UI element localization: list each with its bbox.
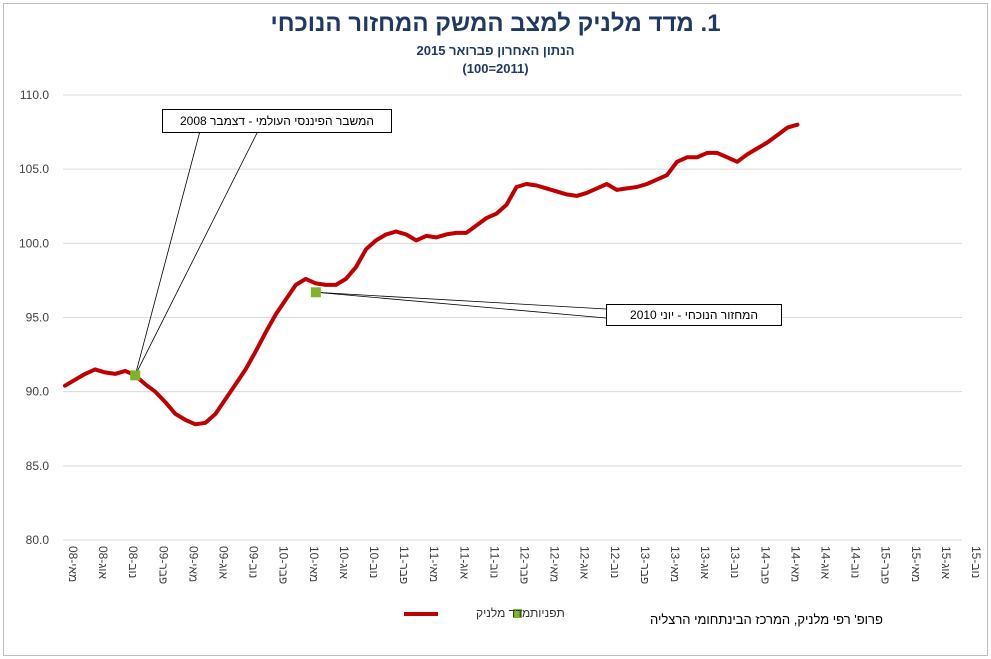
x-tick-label: 14-פבר bbox=[758, 546, 772, 584]
x-tick-label: 10-מאי bbox=[307, 546, 321, 582]
x-tick-label: 09-אוג bbox=[217, 546, 231, 580]
x-tick-label: 14-מאי bbox=[788, 546, 802, 582]
leader-line bbox=[315, 291, 607, 310]
chart-subtitle: הנתון האחרון פברואר 2015 bbox=[416, 43, 575, 58]
x-tick-label: 14-אוג bbox=[819, 546, 833, 580]
legend-swatch-markers bbox=[513, 609, 522, 618]
x-tick-label: 11-אוג bbox=[457, 546, 471, 580]
x-tick-label: 09-מאי bbox=[186, 546, 200, 582]
annotation-crisis: המשבר הפיננסי העולמי - דצמבר 2008 bbox=[162, 109, 392, 133]
x-tick-label: 13-נוב bbox=[728, 546, 742, 578]
leader-line bbox=[134, 130, 259, 376]
chart-title: 1. מדד מלניק למצב המשק המחזור הנוכחי bbox=[270, 10, 721, 37]
x-axis: 08-מאי 08-אוג 08-נוב 09-פבר 09-מאי 09-אוג 09-נ… bbox=[66, 546, 983, 584]
x-tick-label: 10-אוג bbox=[337, 546, 351, 580]
base-note: (2011=100) bbox=[462, 61, 529, 76]
x-tick-label: 10-נוב bbox=[367, 546, 381, 578]
y-tick-label: 95.0 bbox=[26, 311, 50, 325]
legend-series-label: מדד מלניק bbox=[476, 606, 531, 620]
x-tick-label: 13-מאי bbox=[668, 546, 682, 582]
leader-line bbox=[315, 291, 607, 319]
credit-text: פרופ' רפי מלניק, המרכז הבינתחומי הרצליה bbox=[650, 612, 883, 627]
x-tick-label: 11-נוב bbox=[487, 546, 501, 578]
y-tick-label: 85.0 bbox=[26, 459, 50, 473]
y-axis: 80.0 85.0 90.0 95.0 100.0 105.0 110.0 bbox=[19, 88, 49, 547]
annotation-leaders bbox=[134, 130, 607, 376]
y-tick-label: 90.0 bbox=[26, 385, 50, 399]
series-line-melnick-index bbox=[63, 122, 800, 427]
x-tick-label: 08-נוב bbox=[126, 546, 140, 578]
y-tick-label: 110.0 bbox=[20, 88, 49, 102]
x-tick-label: 12-נוב bbox=[608, 546, 622, 578]
legend-markers-label: תפניות bbox=[530, 606, 565, 620]
x-tick-label: 15-מאי bbox=[909, 546, 923, 582]
x-tick-label: 12-אוג bbox=[578, 546, 592, 580]
x-tick-label: 10-פבר bbox=[277, 546, 291, 584]
x-tick-label: 09-נוב bbox=[247, 546, 261, 578]
x-tick-label: 13-אוג bbox=[698, 546, 712, 580]
turning-point-marker bbox=[130, 370, 141, 381]
leader-line bbox=[134, 130, 201, 376]
annotation-current-cycle: המחזור הנוכחי - יוני 2010 bbox=[606, 304, 782, 326]
x-tick-label: 12-מאי bbox=[548, 546, 562, 582]
y-tick-label: 100.0 bbox=[19, 236, 49, 250]
x-tick-label: 13-פבר bbox=[638, 546, 652, 584]
x-tick-label: 09-פבר bbox=[156, 546, 170, 584]
x-tick-label: 15-נוב bbox=[969, 546, 983, 578]
turning-point-marker bbox=[310, 287, 321, 298]
x-tick-label: 15-פבר bbox=[879, 546, 893, 584]
y-tick-label: 105.0 bbox=[19, 162, 49, 176]
x-tick-label: 08-מאי bbox=[66, 546, 80, 582]
plot-area bbox=[63, 122, 800, 427]
gridlines bbox=[63, 94, 962, 541]
x-tick-label: 11-פבר bbox=[397, 546, 411, 584]
x-tick-label: 08-אוג bbox=[96, 546, 110, 580]
x-tick-label: 15-אוג bbox=[939, 546, 953, 580]
x-tick-label: 14-נוב bbox=[849, 546, 863, 578]
x-tick-label: 11-מאי bbox=[427, 546, 441, 582]
legend-marks bbox=[404, 609, 522, 618]
y-tick-label: 80.0 bbox=[26, 533, 50, 547]
x-tick-label: 12-פבר bbox=[518, 546, 532, 584]
